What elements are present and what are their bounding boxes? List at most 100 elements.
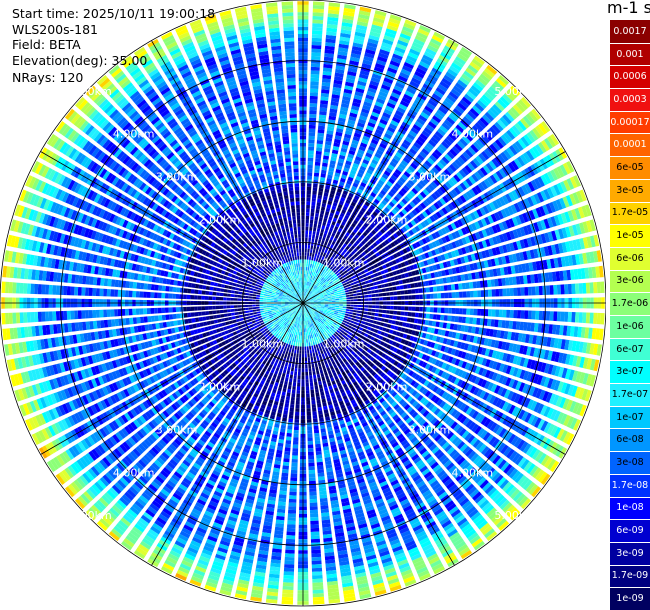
ppi-ray xyxy=(303,303,498,542)
ppi-ray xyxy=(303,46,473,303)
ppi-ray xyxy=(85,303,303,521)
range-ring-label: 5.00km xyxy=(494,85,536,98)
colorbar-tick-label: 6e-06 xyxy=(616,252,644,264)
ppi-ray xyxy=(189,303,303,587)
ppi-ray xyxy=(6,234,303,303)
range-ring-label: 2.00km xyxy=(366,381,408,394)
colorbar-tick-label: 3e-09 xyxy=(616,547,644,559)
ppi-ray xyxy=(303,303,521,521)
colorbar-divider xyxy=(610,428,650,430)
colorbar-cell: 3e-05 xyxy=(610,178,650,202)
ppi-ray xyxy=(55,121,303,303)
range-ring-label: 2.00km xyxy=(199,213,241,226)
colorbar-divider xyxy=(610,88,650,90)
colorbar-cell: 1.7e-06 xyxy=(610,292,650,315)
ppi-plot: 1.00km 1.00km 1.00km 1.00km 2.00km 2.00km 2.00… xyxy=(0,0,606,607)
range-ring-label: 1.00km xyxy=(241,256,283,269)
range-ring-label: 3.00km xyxy=(156,171,198,184)
field-text: Field: BETA xyxy=(12,37,81,52)
ppi-ray xyxy=(303,303,402,592)
colorbar-tick-label: 6e-09 xyxy=(616,525,644,537)
ppi-ray xyxy=(303,303,532,510)
colorbar-divider xyxy=(610,201,650,203)
start-time-text: Start time: 2025/10/11 19:00:18 xyxy=(12,6,216,21)
colorbar-tick-label: 1e-08 xyxy=(616,502,644,514)
range-ring-label: 2.00km xyxy=(199,381,241,394)
ppi-ray xyxy=(303,303,575,446)
colorbar-divider xyxy=(610,473,650,475)
ppi-ray xyxy=(303,133,560,303)
ppi-ray xyxy=(303,303,356,602)
colorbar-cell: 0.0001 xyxy=(610,133,650,157)
ppi-ray xyxy=(31,160,303,303)
colorbar-unit-label: m-1 sr-1 xyxy=(607,0,650,17)
range-ring-label: 1.00km xyxy=(323,338,365,351)
ppi-ray xyxy=(303,2,341,303)
colorbar-divider xyxy=(610,224,650,226)
colorbar-tick-label: 1e-05 xyxy=(616,230,644,242)
ppi-ray xyxy=(303,108,542,303)
ppi-ray xyxy=(303,19,417,303)
colorbar-cell: 0.001 xyxy=(610,42,650,66)
ppi-ray xyxy=(303,234,600,303)
colorbar-cell: 1e-06 xyxy=(610,315,650,338)
range-ring-label: 2.00km xyxy=(366,213,408,226)
ppi-ray xyxy=(160,303,303,575)
colorbar-tick-label: 6e-08 xyxy=(616,434,644,446)
colorbar-divider xyxy=(610,42,650,44)
colorbar-tick-label: 3e-05 xyxy=(616,184,644,196)
ppi-ray xyxy=(204,14,303,303)
ppi-ray xyxy=(121,55,303,303)
ppi-ray xyxy=(85,85,303,303)
ppi-ray xyxy=(303,204,592,303)
ppi-ray xyxy=(96,74,303,303)
ppi-ray xyxy=(25,303,303,431)
ppi-ray xyxy=(204,303,303,592)
ppi-ray xyxy=(303,74,510,303)
ppi-ray xyxy=(303,4,356,303)
ppi-ray xyxy=(303,250,602,303)
ppi-ray xyxy=(303,85,521,303)
ppi-ray xyxy=(2,303,303,341)
ppi-ray xyxy=(303,303,560,473)
ring-labels: 1.00km 1.00km 1.00km 1.00km 2.00km 2.00km 2.00… xyxy=(70,85,536,522)
colorbar-divider xyxy=(610,519,650,521)
range-ring-label: 5.00km xyxy=(494,509,536,522)
ppi-ray xyxy=(303,303,587,417)
colorbar-cell: 6e-08 xyxy=(610,428,650,452)
ppi-ray xyxy=(303,6,372,303)
ppi-ray xyxy=(303,160,575,303)
colorbar-tick-label: 0.0001 xyxy=(613,139,647,151)
ppi-ray xyxy=(108,64,303,303)
azimuth-spoke xyxy=(302,302,566,455)
ppi-ray xyxy=(303,303,446,575)
ppi-ray xyxy=(303,281,605,303)
colorbar-divider xyxy=(610,564,650,566)
ppi-ray xyxy=(96,303,303,532)
ppi-ray xyxy=(25,175,303,303)
colorbar-cell: 3e-09 xyxy=(610,541,650,565)
range-ring-label: 4.00km xyxy=(451,466,493,479)
range-ring-label: 4.00km xyxy=(113,128,155,141)
colorbar-divider xyxy=(610,156,650,158)
ppi-ray xyxy=(19,189,303,303)
elevation-text: Elevation(deg): 35.00 xyxy=(12,53,148,68)
ppi-ray xyxy=(10,303,303,387)
ppi-ray xyxy=(303,303,510,532)
ppi-ray xyxy=(303,25,431,303)
colorbar: 0.0017 0.001 0.0006 0.0003 0.00017 0.0001 6e-0… xyxy=(610,20,650,610)
colorbar-divider xyxy=(610,451,650,453)
colorbar-cell: 1.7e-07 xyxy=(610,383,650,406)
colorbar-cell: 0.0003 xyxy=(610,88,650,111)
ppi-ray xyxy=(46,303,303,473)
ppi-ray xyxy=(303,303,605,325)
ppi-ray xyxy=(74,303,303,510)
ppi-ray xyxy=(303,219,596,303)
azimuth-spoke xyxy=(151,40,304,304)
ppi-ray xyxy=(303,303,600,372)
ppi-ray xyxy=(303,303,431,581)
colorbar-cell: 1e-05 xyxy=(610,224,650,247)
colorbar-cell: 3e-06 xyxy=(610,269,650,293)
colorbar-cell: 0.00017 xyxy=(610,110,650,134)
ppi-ray xyxy=(303,55,485,303)
